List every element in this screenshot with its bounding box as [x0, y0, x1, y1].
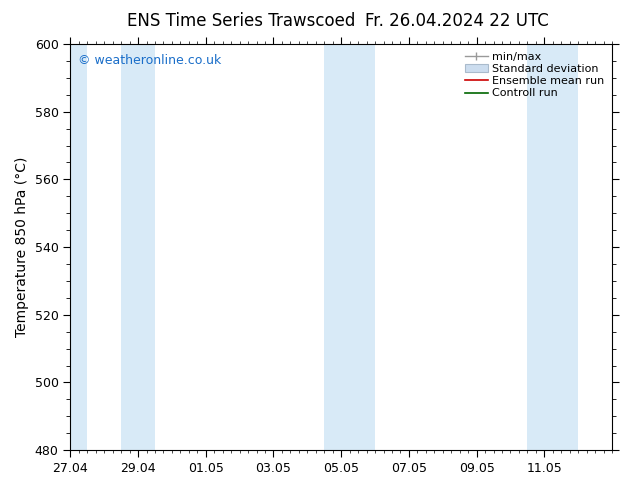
Bar [70, 44, 87, 450]
Bar [121, 44, 155, 450]
Bar [358, 44, 375, 450]
Bar [561, 44, 578, 450]
Bar [527, 44, 561, 450]
Text: © weatheronline.co.uk: © weatheronline.co.uk [79, 54, 222, 67]
Legend: min/max, Standard deviation, Ensemble mean run, Controll run: min/max, Standard deviation, Ensemble me… [463, 49, 607, 100]
Bar [324, 44, 358, 450]
Text: ENS Time Series Trawscoed: ENS Time Series Trawscoed [127, 12, 355, 30]
Y-axis label: Temperature 850 hPa (°C): Temperature 850 hPa (°C) [15, 157, 29, 337]
Text: Fr. 26.04.2024 22 UTC: Fr. 26.04.2024 22 UTC [365, 12, 548, 30]
